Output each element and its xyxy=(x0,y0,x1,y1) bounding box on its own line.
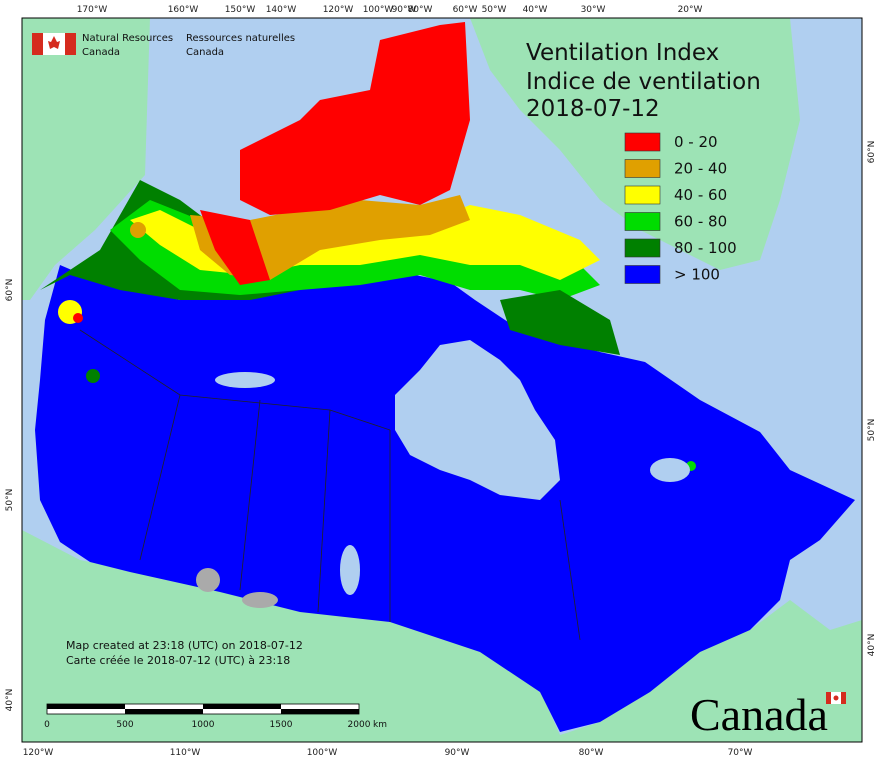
left-coord: 40°N xyxy=(5,689,15,712)
map-shape xyxy=(203,704,281,709)
scale-label: 0 xyxy=(44,720,50,730)
map-shape xyxy=(79,329,391,431)
agency-fr: Ressources naturelles xyxy=(186,33,295,44)
map-shape xyxy=(200,210,270,285)
bottom-coord: 110°W xyxy=(170,748,201,758)
agency-fr: Canada xyxy=(186,47,224,58)
map-shape xyxy=(559,499,581,641)
legend-label: 0 - 20 xyxy=(674,133,718,151)
top-coord: 170°W xyxy=(77,5,108,15)
map-shape xyxy=(22,18,150,300)
map-shape xyxy=(139,394,181,561)
top-coord: 80°W xyxy=(408,5,433,15)
map-shape xyxy=(215,372,275,388)
top-coord: 90°W xyxy=(392,5,417,15)
map-title: Ventilation Index xyxy=(526,40,719,66)
legend-label: 40 - 60 xyxy=(674,186,727,204)
top-coord: 30°W xyxy=(581,5,606,15)
bottom-coord: 70°W xyxy=(728,748,753,758)
map-shape xyxy=(73,313,83,323)
bottom-coord: 120°W xyxy=(23,748,54,758)
agency-en: Natural Resources xyxy=(82,33,173,44)
map-shape xyxy=(65,33,76,55)
legend-label: > 100 xyxy=(674,266,720,284)
scale-label: 1000 xyxy=(192,720,215,730)
scale-bar xyxy=(46,703,360,715)
top-coord: 150°W xyxy=(225,5,256,15)
map-shape xyxy=(500,290,620,355)
legend-swatch xyxy=(624,185,661,205)
legend-swatch xyxy=(624,238,661,258)
map-shape xyxy=(841,692,846,704)
top-coord: 160°W xyxy=(168,5,199,15)
map-shape xyxy=(395,340,560,500)
bottom-coord: 100°W xyxy=(307,748,338,758)
map-shape xyxy=(47,704,125,709)
top-coord: 60°W xyxy=(453,5,478,15)
scale-label: 1500 xyxy=(270,720,293,730)
legend-swatch xyxy=(624,212,661,231)
scale-label: 2000 xyxy=(348,720,371,730)
top-coord: 120°W xyxy=(323,5,354,15)
map-shape xyxy=(833,695,839,701)
map-shape xyxy=(125,709,203,714)
legend-label: 80 - 100 xyxy=(674,239,737,257)
map-shape xyxy=(130,222,146,238)
agency-flag xyxy=(32,33,76,55)
map-shape xyxy=(281,709,359,714)
wordmark-flag xyxy=(826,692,846,704)
legend-swatch xyxy=(624,159,661,178)
map-frame xyxy=(21,17,863,743)
map-shape xyxy=(239,399,261,591)
legend-label: 60 - 80 xyxy=(674,213,727,231)
top-coord: 140°W xyxy=(266,5,297,15)
map-shape xyxy=(317,409,331,613)
legend-swatch xyxy=(624,265,661,284)
map-shape xyxy=(340,545,360,595)
map-shape xyxy=(240,22,470,215)
map-shape xyxy=(79,329,581,641)
wordmark: Canada xyxy=(690,689,828,740)
map-shape xyxy=(650,458,690,482)
legend: 0 - 20 20 - 40 40 - 60 60 - 80 80 - 100 > 100 xyxy=(624,132,737,284)
legend-swatch xyxy=(624,132,661,152)
top-coord: 100°W xyxy=(363,5,394,15)
credit: Map created at 23:18 (UTC) on 2018-07-12 xyxy=(66,639,303,652)
left-coord: 50°N xyxy=(5,489,15,512)
coordinate-labels: 170°W 160°W 150°W 140°W 120°W 100°W90°W80°W 60… xyxy=(5,5,877,758)
credit: Carte créée le 2018-07-12 (UTC) à 23:18 xyxy=(66,654,290,667)
map-title: Indice de ventilation xyxy=(526,69,761,95)
scale-label: 500 xyxy=(116,720,133,730)
scale-unit: km xyxy=(373,720,387,730)
legend-label: 20 - 40 xyxy=(674,160,727,178)
right-coord: 50°N xyxy=(867,419,877,442)
right-coord: 60°N xyxy=(867,141,877,164)
right-coord: 40°N xyxy=(867,634,877,657)
map-shape xyxy=(21,17,863,743)
map-shape xyxy=(32,33,43,55)
top-coord: 40°W xyxy=(523,5,548,15)
scale-labels: 0 500 1000 1500 2000 km xyxy=(44,720,387,730)
map-shape xyxy=(48,36,60,49)
map-shape xyxy=(196,568,220,592)
map-shape xyxy=(242,592,278,608)
map-shape xyxy=(826,692,831,704)
left-coord: 60°N xyxy=(5,279,15,302)
map-shape xyxy=(86,369,100,383)
bottom-coord: 80°W xyxy=(579,748,604,758)
map-date: 2018-07-12 xyxy=(526,96,660,122)
top-coord: 20°W xyxy=(678,5,703,15)
top-coord: 50°W xyxy=(482,5,507,15)
bottom-coord: 90°W xyxy=(445,748,470,758)
agency-en: Canada xyxy=(82,47,120,58)
